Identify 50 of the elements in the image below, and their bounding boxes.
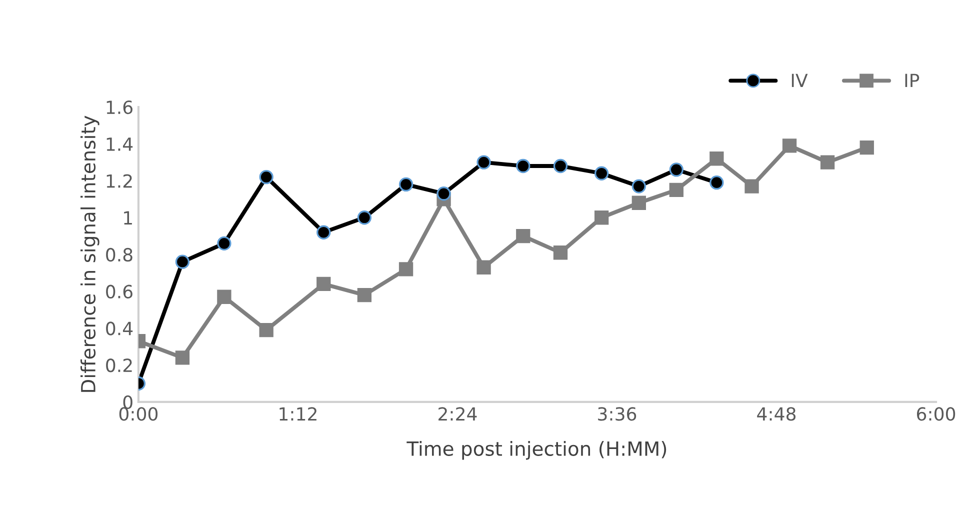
point: [357, 210, 372, 225]
point: [175, 350, 190, 365]
y-tick-label: 0.8: [106, 248, 132, 262]
point: [594, 210, 609, 225]
point: [744, 179, 759, 194]
y-tick-label: 1.4: [106, 138, 133, 151]
point: [316, 276, 331, 292]
y-tick-label: 1: [124, 211, 132, 224]
point: [820, 155, 835, 170]
point: [632, 196, 646, 210]
point: [553, 246, 568, 260]
point: [217, 236, 232, 250]
point: [398, 262, 414, 276]
x-tick-label: 0:00: [119, 407, 158, 421]
y-tick-label: 1.6: [106, 100, 132, 114]
point: [476, 260, 491, 274]
point: [860, 140, 874, 155]
y-axis-title: Difference in signal intensity: [80, 116, 100, 392]
x-tick-label: 4:48: [757, 407, 796, 421]
x-axis-title: Time post injection (H:MM): [406, 440, 666, 460]
y-tick-label: 0.2: [106, 358, 132, 372]
y-tick-label: 0.6: [106, 284, 132, 298]
point: [259, 170, 274, 184]
point: [553, 158, 568, 174]
y-tick-label: 0: [123, 395, 132, 410]
point: [259, 322, 274, 338]
point: [669, 182, 684, 198]
legend-label: IV: [792, 74, 808, 88]
point: [476, 155, 491, 170]
point: [516, 228, 530, 244]
point: [710, 152, 724, 166]
point: [357, 288, 372, 302]
x-tick-label: 3:36: [598, 407, 636, 421]
point: [436, 186, 451, 201]
point: [217, 290, 232, 304]
point: [669, 162, 684, 177]
y-tick-label: 0.4: [106, 322, 133, 336]
x-tick-label: 1:12: [280, 407, 316, 421]
point: [316, 225, 331, 240]
point: [398, 177, 414, 192]
point: [594, 166, 609, 180]
point: [782, 138, 797, 153]
x-tick-label: 2:24: [438, 407, 477, 421]
point: [175, 254, 190, 269]
x-tick-label: 6:00: [916, 407, 956, 421]
legend-label: IP: [905, 74, 920, 88]
point: [516, 158, 530, 174]
y-tick-label: 1.2: [106, 174, 132, 188]
point: [632, 179, 646, 194]
point: [710, 176, 724, 190]
